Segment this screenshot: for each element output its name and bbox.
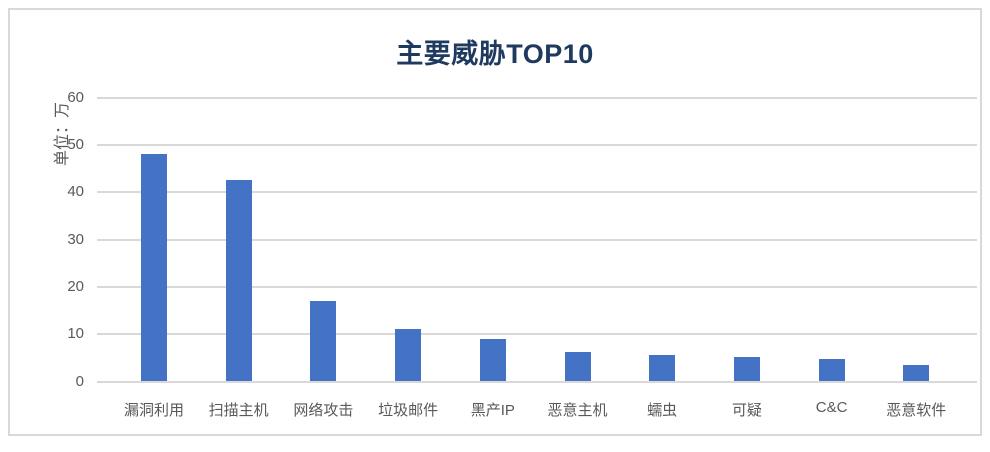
- y-tick-label: 40: [67, 183, 84, 201]
- x-category-label: 扫描主机: [208, 402, 269, 419]
- bar-C&C: [818, 358, 845, 382]
- bar-蠕虫: [649, 354, 676, 382]
- x-category-label: 蠕虫: [647, 402, 678, 419]
- x-category-label: 漏洞利用: [123, 402, 184, 419]
- plot-area: [10, 10, 980, 434]
- y-tick-label: 20: [67, 277, 84, 295]
- gridline: [97, 285, 977, 288]
- bar-网络攻击: [310, 301, 337, 382]
- bar-可疑: [733, 356, 760, 382]
- gridline: [97, 191, 977, 194]
- x-category-label: 网络攻击: [293, 402, 354, 419]
- x-category-label: 黑产IP: [470, 402, 515, 419]
- y-tick-label: 50: [67, 136, 84, 153]
- x-category-label: C&C: [815, 399, 848, 416]
- bar-黑产IP: [479, 338, 506, 382]
- bar-垃圾邮件: [395, 329, 422, 382]
- bar-恶意软件: [903, 364, 930, 382]
- gridline: [97, 238, 977, 241]
- x-category-label: 可疑: [731, 402, 762, 419]
- y-tick-label: 60: [67, 88, 84, 106]
- x-category-label: 垃圾邮件: [378, 402, 439, 419]
- gridline: [97, 333, 977, 336]
- y-tick-label: 0: [75, 372, 84, 390]
- gridline: [97, 144, 977, 146]
- x-category-label: 恶意软件: [886, 402, 947, 419]
- bar-扫描主机: [225, 180, 252, 382]
- bar-恶意主机: [564, 351, 591, 382]
- gridline: [97, 380, 977, 383]
- bar-漏洞利用: [141, 154, 167, 382]
- x-category-label: 恶意主机: [547, 402, 608, 419]
- y-tick-label: 10: [67, 325, 84, 343]
- y-tick-label: 30: [67, 230, 84, 248]
- chart-frame: 主要威胁TOP10 单位：万 0 10 20 30 40 50 60 漏洞利用 扫描主机 网络攻…: [8, 8, 982, 436]
- chart-title: 主要威胁TOP10: [396, 39, 594, 69]
- gridline: [97, 96, 977, 99]
